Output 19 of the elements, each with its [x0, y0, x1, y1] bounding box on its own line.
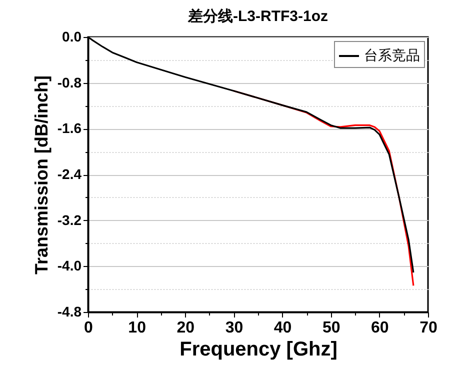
legend-label: 台系竞品: [364, 47, 420, 63]
x-tick-label: 30: [225, 320, 244, 336]
y-tick-label: -3.2: [57, 212, 82, 228]
x-tick-label: 40: [274, 320, 292, 336]
x-tick-label: 10: [128, 320, 146, 336]
y-tick-label: -1.6: [57, 120, 82, 136]
x-tick-label: 70: [420, 320, 438, 336]
x-tick-label: 0: [84, 320, 94, 336]
y-tick-label: -4.8: [57, 304, 82, 320]
x-axis-title: Frequency [Ghz]: [180, 338, 338, 360]
chart-title: 差分线-L3-RTF3-1oz: [187, 8, 328, 25]
x-tick-label: 50: [322, 320, 340, 336]
y-axis-title: Transmission [dB/inch]: [31, 75, 52, 275]
y-tick-label: -4.0: [57, 258, 82, 274]
y-tick-label: -2.4: [57, 166, 82, 182]
y-tick-label: 0.0: [62, 28, 82, 44]
x-tick-label: 60: [371, 320, 389, 336]
x-tick-label: 20: [176, 320, 195, 336]
y-tick-label: -0.8: [57, 74, 82, 90]
